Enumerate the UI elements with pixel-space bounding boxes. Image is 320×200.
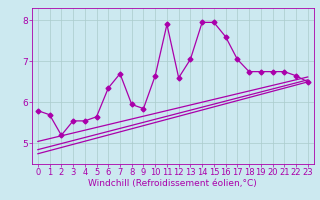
X-axis label: Windchill (Refroidissement éolien,°C): Windchill (Refroidissement éolien,°C) [88, 179, 257, 188]
